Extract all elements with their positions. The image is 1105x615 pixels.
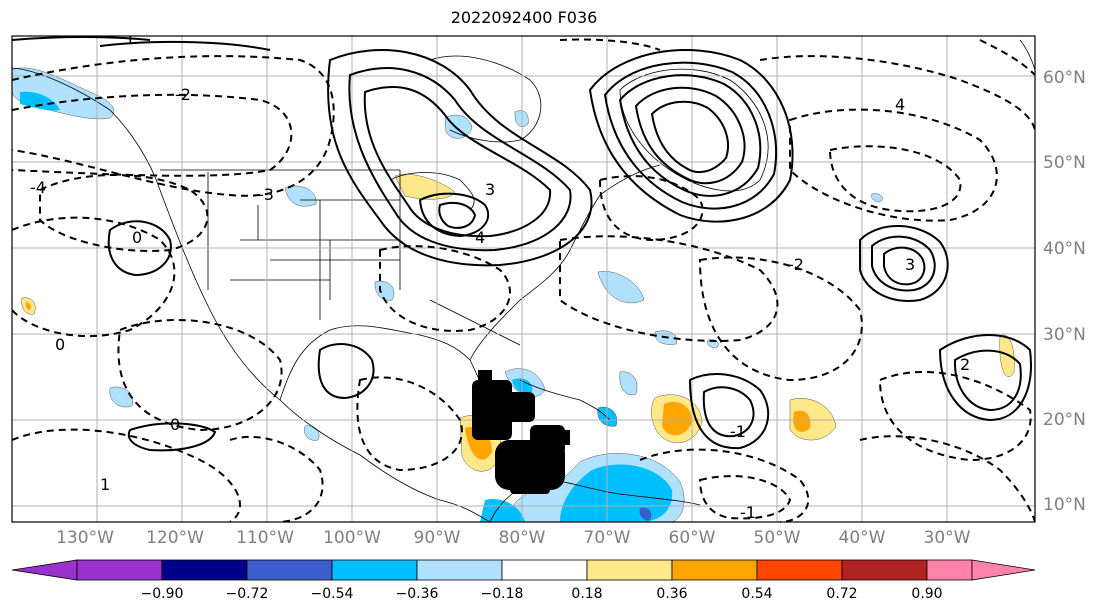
colorbar-tick: −0.90 — [140, 586, 184, 602]
colorbar-tick: 0.18 — [571, 586, 603, 602]
colorbar-tick: 0.90 — [911, 586, 943, 602]
lat-label-10n: 10°N — [1043, 495, 1086, 515]
lon-label-70w: 70°W — [583, 528, 631, 548]
contour-label: 0 — [132, 228, 142, 247]
colorbar-tick: −0.36 — [395, 586, 439, 602]
lon-label-40w: 40°W — [838, 528, 886, 548]
contour-label: -3 — [258, 185, 274, 204]
colorbar-tick: 0.54 — [741, 586, 773, 602]
map-title: 2022092400 F036 — [450, 8, 598, 27]
contour-label: -1 — [730, 422, 746, 441]
lon-label-80w: 80°W — [498, 528, 546, 548]
lon-label-50w: 50°W — [753, 528, 801, 548]
contour-label: 3 — [485, 180, 495, 199]
lon-label-90w: 90°W — [413, 528, 461, 548]
contour-label: 1 — [125, 29, 135, 48]
dashed-contours — [12, 38, 1035, 522]
contour-label: 1 — [100, 475, 110, 494]
contour-label: -4 — [30, 178, 46, 197]
lat-label-20n: 20°N — [1043, 410, 1086, 430]
contour-label: -2 — [175, 85, 191, 104]
coastlines — [12, 39, 1035, 522]
map-area: 1 -2 -4 -3 0 3 4 3 -2 -1 -1 0 0 2 1 4 — [12, 29, 1035, 522]
lon-label-110w: 110°W — [236, 528, 294, 548]
contour-label: 3 — [905, 255, 915, 274]
lon-label-130w: 130°W — [56, 528, 114, 548]
contour-label: 4 — [475, 228, 485, 247]
contour-label: 2 — [960, 355, 970, 374]
lat-label-60n: 60°N — [1043, 68, 1086, 88]
contour-label: -2 — [788, 255, 804, 274]
colorbar-tick: 0.72 — [826, 586, 858, 602]
contour-labels: 1 -2 -4 -3 0 3 4 3 -2 -1 -1 0 0 2 1 4 — [30, 29, 970, 522]
colorbar-tick: −0.72 — [225, 586, 269, 602]
stipple-marks — [472, 370, 570, 494]
contour-label: 0 — [170, 415, 180, 434]
colorbar-tick: −0.54 — [310, 586, 354, 602]
grid-lines — [12, 36, 1035, 522]
contour-label: 4 — [895, 95, 905, 114]
lon-label-100w: 100°W — [323, 528, 381, 548]
colorbar — [11, 559, 1036, 581]
colorbar-tick: 0.36 — [656, 586, 688, 602]
solid-contours — [12, 36, 1032, 452]
lon-label-60w: 60°W — [668, 528, 716, 548]
lat-label-50n: 50°N — [1043, 153, 1086, 173]
lon-label-120w: 120°W — [146, 528, 204, 548]
contour-label: 0 — [55, 335, 65, 354]
colorbar-tick: −0.18 — [480, 586, 524, 602]
lat-label-40n: 40°N — [1043, 239, 1086, 259]
lon-label-30w: 30°W — [923, 528, 971, 548]
contour-label: -1 — [740, 503, 756, 522]
lat-label-30n: 30°N — [1043, 325, 1086, 345]
map-border — [11, 35, 1036, 523]
